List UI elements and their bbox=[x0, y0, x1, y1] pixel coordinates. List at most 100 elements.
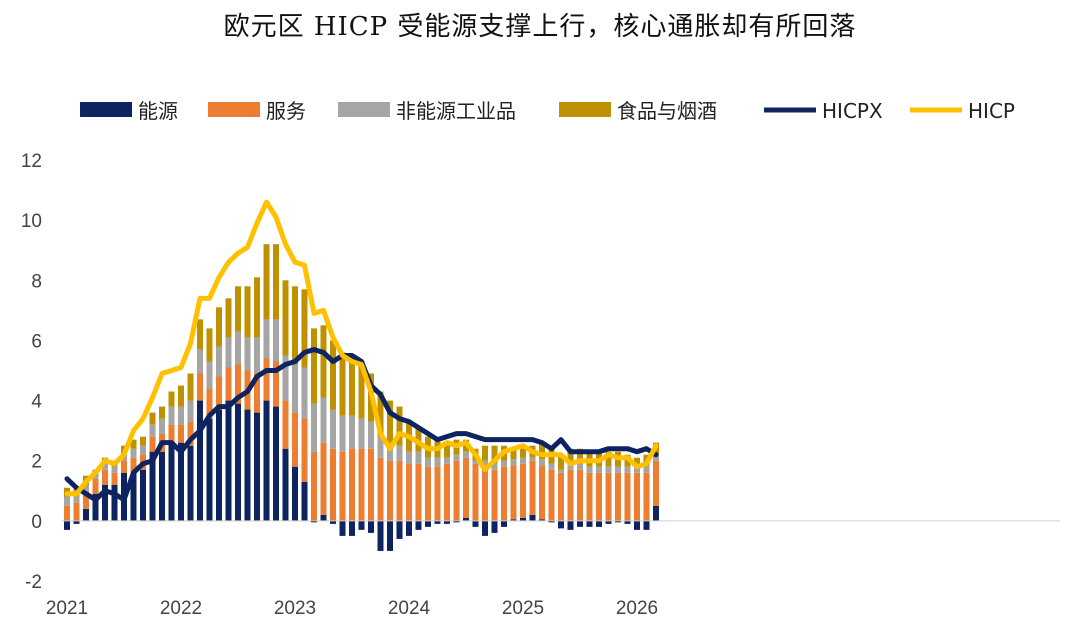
bar-services bbox=[406, 463, 412, 521]
bar-food bbox=[520, 445, 526, 458]
bar-services bbox=[396, 460, 403, 521]
bar-energy bbox=[577, 520, 583, 527]
bar-nei bbox=[301, 367, 308, 419]
bar-nei bbox=[111, 466, 118, 473]
bar-nei bbox=[197, 349, 203, 374]
bar-services bbox=[596, 472, 602, 521]
bar-energy bbox=[83, 508, 89, 521]
bar-services bbox=[92, 478, 99, 494]
bar-food bbox=[396, 406, 403, 446]
bar-energy bbox=[273, 406, 279, 521]
bar-energy bbox=[149, 451, 156, 521]
bar-nei bbox=[64, 496, 70, 506]
bar-services bbox=[282, 400, 289, 449]
bar-services bbox=[273, 361, 279, 407]
bar-nei bbox=[206, 361, 213, 389]
bar-food bbox=[567, 448, 574, 464]
line-series bbox=[64, 199, 659, 503]
bar-energy bbox=[225, 400, 232, 521]
bar-food bbox=[539, 444, 545, 460]
bar-services bbox=[168, 424, 175, 443]
bar-nei bbox=[102, 463, 108, 470]
x-axis: 2021 2022 2023 2024 2025 2026 bbox=[46, 598, 658, 619]
bar-energy bbox=[358, 520, 365, 530]
bar-services bbox=[111, 472, 118, 485]
stacked-bars bbox=[64, 244, 659, 551]
bar-energy bbox=[64, 520, 70, 530]
bar-nei bbox=[491, 463, 498, 470]
bar-food bbox=[558, 454, 564, 470]
bar-nei bbox=[567, 463, 574, 470]
bar-services bbox=[653, 460, 659, 506]
bar-nei bbox=[358, 418, 365, 449]
bar-services bbox=[558, 472, 564, 521]
bar-nei bbox=[263, 319, 270, 359]
bar-services bbox=[197, 373, 203, 401]
bar-food bbox=[130, 439, 137, 449]
y-tick-label: 2 bbox=[31, 452, 42, 473]
bar-nei bbox=[577, 463, 583, 470]
bar-energy bbox=[548, 520, 555, 523]
bar-energy bbox=[634, 520, 640, 530]
bar-food bbox=[206, 328, 213, 362]
bar-services bbox=[330, 448, 336, 521]
bar-food bbox=[292, 286, 298, 365]
bar-services bbox=[548, 469, 555, 521]
bar-services bbox=[83, 490, 89, 509]
bar-energy bbox=[415, 520, 422, 530]
bar-nei bbox=[140, 445, 146, 455]
bar-nei bbox=[292, 364, 298, 413]
bar-services bbox=[311, 451, 317, 521]
y-tick-label: -2 bbox=[25, 572, 42, 593]
bar-services bbox=[567, 469, 574, 521]
bar-energy bbox=[653, 505, 659, 521]
bar-energy bbox=[92, 493, 99, 521]
bar-nei bbox=[453, 454, 460, 461]
bar-services bbox=[444, 463, 450, 521]
y-tick-label: 12 bbox=[21, 151, 42, 172]
bar-energy bbox=[558, 520, 564, 529]
bar-services bbox=[301, 418, 308, 482]
bar-services bbox=[425, 466, 431, 521]
bar-food bbox=[225, 298, 232, 338]
bar-nei bbox=[520, 457, 526, 464]
y-tick-label: 8 bbox=[31, 271, 42, 292]
bar-nei bbox=[377, 436, 384, 458]
bar-services bbox=[178, 424, 184, 443]
bar-food bbox=[254, 277, 260, 338]
bar-energy bbox=[301, 481, 308, 521]
bar-energy bbox=[311, 520, 317, 523]
bar-nei bbox=[605, 466, 612, 473]
bar-food bbox=[482, 445, 488, 461]
bar-services bbox=[358, 448, 365, 521]
bar-services bbox=[463, 457, 469, 518]
bar-services bbox=[434, 466, 441, 521]
legend-label-hicp: HICP bbox=[968, 99, 1015, 123]
bar-energy bbox=[178, 442, 184, 521]
bar-services bbox=[529, 460, 536, 515]
bar-nei bbox=[130, 448, 137, 458]
legend-swatch-energy bbox=[80, 102, 132, 117]
bar-energy bbox=[197, 400, 203, 521]
y-tick-label: 6 bbox=[31, 331, 42, 352]
bar-services bbox=[520, 463, 526, 518]
bar-services bbox=[491, 469, 498, 521]
bar-energy bbox=[444, 520, 450, 524]
bar-services bbox=[187, 421, 194, 446]
bar-nei bbox=[482, 460, 488, 467]
bar-nei bbox=[244, 337, 251, 371]
bar-nei bbox=[339, 415, 346, 452]
bar-nei bbox=[406, 451, 412, 464]
bar-energy bbox=[235, 403, 241, 521]
bar-services bbox=[254, 373, 260, 413]
x-tick-label: 2022 bbox=[160, 598, 202, 619]
bar-nei bbox=[624, 466, 631, 473]
bar-services bbox=[643, 472, 650, 521]
bar-energy bbox=[586, 520, 593, 527]
bar-nei bbox=[596, 466, 602, 473]
bar-food bbox=[491, 445, 498, 464]
bar-food bbox=[273, 244, 279, 320]
bar-energy bbox=[102, 484, 108, 521]
bar-nei bbox=[149, 424, 156, 437]
bar-food bbox=[339, 352, 346, 416]
